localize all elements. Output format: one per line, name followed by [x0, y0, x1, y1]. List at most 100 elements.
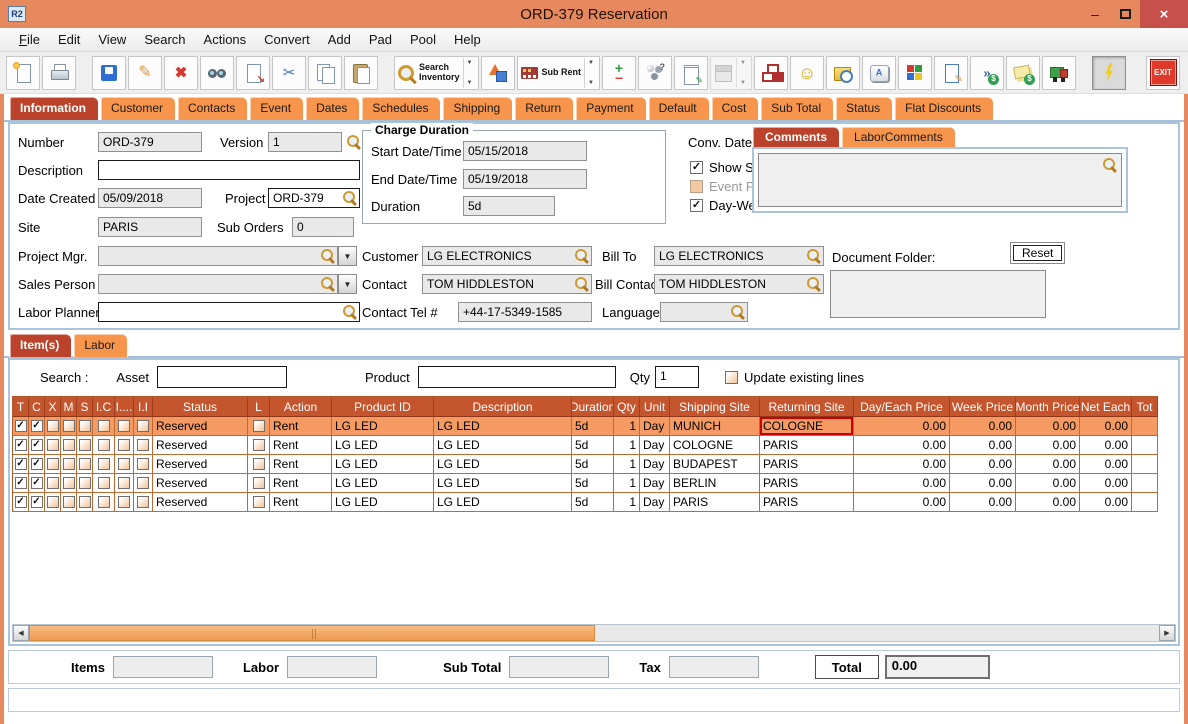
cell-action[interactable]: Rent: [270, 436, 332, 455]
cell-returning-site[interactable]: COLOGNE: [760, 417, 854, 436]
menu-pad[interactable]: Pad: [368, 32, 392, 47]
tab-comments[interactable]: Comments: [752, 126, 841, 147]
language-field[interactable]: [660, 302, 748, 322]
cell-tot[interactable]: [1132, 436, 1158, 455]
flag-checkbox[interactable]: [46, 420, 59, 432]
tab-cost[interactable]: Cost: [710, 96, 760, 120]
flag-checkbox[interactable]: [97, 477, 110, 489]
availability-button[interactable]: [480, 55, 515, 90]
column-header[interactable]: Week Price: [950, 397, 1016, 417]
cell-net-each[interactable]: 0.00: [1080, 436, 1132, 455]
flag-checkbox[interactable]: [97, 458, 110, 470]
flag-cell[interactable]: [134, 493, 153, 512]
cell-l[interactable]: [248, 455, 270, 474]
flag-checkbox[interactable]: [78, 496, 91, 508]
search-inventory-button[interactable]: Search Inventory ▼ ▼: [394, 55, 479, 90]
cell-status[interactable]: Reserved: [153, 474, 248, 493]
flag-checkbox[interactable]: [46, 439, 59, 451]
start-date-field[interactable]: 05/15/2018: [463, 141, 587, 161]
column-header[interactable]: Unit: [640, 397, 670, 417]
copy-button[interactable]: [308, 55, 342, 90]
project-lookup-icon[interactable]: [342, 190, 357, 205]
flag-checkbox[interactable]: [46, 458, 59, 470]
flag-cell[interactable]: ✓: [29, 474, 45, 493]
bill-contact-field[interactable]: TOM HIDDLESTON: [654, 274, 824, 294]
column-header[interactable]: C: [29, 397, 45, 417]
flag-cell[interactable]: [45, 436, 61, 455]
tab-shipping[interactable]: Shipping: [442, 96, 514, 120]
cell-week[interactable]: 0.00: [950, 493, 1016, 512]
labor-flag-checkbox[interactable]: [252, 477, 265, 489]
cell-status[interactable]: Reserved: [153, 493, 248, 512]
scroll-left-arrow[interactable]: ◀: [13, 625, 29, 641]
flag-cell[interactable]: [77, 436, 93, 455]
flag-checkbox[interactable]: [97, 420, 110, 432]
tab-schedules[interactable]: Schedules: [361, 96, 442, 120]
column-header[interactable]: Month Price: [1016, 397, 1080, 417]
labor-flag-checkbox[interactable]: [252, 496, 265, 508]
tab-customer[interactable]: Customer: [100, 96, 177, 120]
language-lookup-icon[interactable]: [730, 304, 745, 319]
cell-net-each[interactable]: 0.00: [1080, 493, 1132, 512]
flag-checkbox[interactable]: ✓: [30, 458, 43, 470]
cell-day-each[interactable]: 0.00: [854, 417, 950, 436]
flag-cell[interactable]: ✓: [29, 493, 45, 512]
flag-checkbox[interactable]: ✓: [14, 439, 27, 451]
cell-returning-site[interactable]: PARIS: [760, 474, 854, 493]
column-header[interactable]: Shipping Site: [670, 397, 760, 417]
flag-checkbox[interactable]: ✓: [30, 420, 43, 432]
column-header[interactable]: Description: [434, 397, 572, 417]
cell-status[interactable]: Reserved: [153, 436, 248, 455]
flag-cell[interactable]: [77, 455, 93, 474]
table-row[interactable]: ✓ ✓ Reserved Rent LG LED LG LED 5d 1 Day MUNICH CO…: [13, 417, 1158, 436]
column-header[interactable]: Product ID: [332, 397, 434, 417]
cell-duration[interactable]: 5d: [572, 493, 614, 512]
scrollbar-thumb[interactable]: [29, 625, 595, 641]
flag-cell[interactable]: ✓: [29, 417, 45, 436]
project-mgr-lookup-icon[interactable]: [320, 248, 335, 263]
tab-contacts[interactable]: Contacts: [177, 96, 249, 120]
cell-week[interactable]: 0.00: [950, 455, 1016, 474]
exit-button[interactable]: EXIT: [1146, 55, 1180, 90]
flag-cell[interactable]: ✓: [13, 455, 29, 474]
crew-button[interactable]: ?: [638, 55, 673, 90]
menu-pool[interactable]: Pool: [409, 32, 437, 47]
cell-shipping-site[interactable]: MUNICH: [670, 417, 760, 436]
sub-rent-dropdown[interactable]: ▼ ▼: [584, 57, 597, 88]
flag-cell[interactable]: ✓: [13, 493, 29, 512]
search-inventory-dropdown[interactable]: ▼ ▼: [462, 57, 476, 88]
flag-cell[interactable]: [115, 455, 134, 474]
notes-button[interactable]: ✎: [674, 55, 709, 90]
cell-action[interactable]: Rent: [270, 417, 332, 436]
flag-cell[interactable]: [134, 474, 153, 493]
flag-checkbox[interactable]: ✓: [14, 477, 27, 489]
cell-day-each[interactable]: 0.00: [854, 436, 950, 455]
flag-cell[interactable]: [115, 493, 134, 512]
save-button[interactable]: [92, 55, 126, 90]
flag-checkbox[interactable]: [78, 439, 91, 451]
flag-cell[interactable]: ✓: [13, 417, 29, 436]
flag-cell[interactable]: [77, 474, 93, 493]
flag-checkbox[interactable]: ✓: [30, 496, 43, 508]
flag-checkbox[interactable]: [118, 477, 130, 489]
cell-description[interactable]: LG LED: [434, 455, 572, 474]
flag-cell[interactable]: [93, 493, 115, 512]
contact-lookup-icon[interactable]: [574, 276, 589, 291]
column-header[interactable]: T: [13, 397, 29, 417]
flag-checkbox[interactable]: [137, 420, 149, 432]
flag-checkbox[interactable]: [62, 458, 75, 470]
cell-month[interactable]: 0.00: [1016, 417, 1080, 436]
contact-smiley-button[interactable]: ☺: [790, 55, 825, 90]
edit-button[interactable]: ✎: [128, 55, 162, 90]
customer-field[interactable]: LG ELECTRONICS: [422, 246, 592, 266]
version-field[interactable]: 1: [268, 132, 342, 152]
close-button[interactable]: ×: [1140, 0, 1188, 28]
contact-tel-field[interactable]: +44-17-5349-1585: [458, 302, 592, 322]
flag-cell[interactable]: [61, 455, 77, 474]
cell-product-id[interactable]: LG LED: [332, 417, 434, 436]
cell-unit[interactable]: Day: [640, 455, 670, 474]
menu-add[interactable]: Add: [327, 32, 351, 47]
schedule-button[interactable]: ▼ ▼: [710, 55, 753, 90]
cell-tot[interactable]: [1132, 417, 1158, 436]
labor-planner-lookup-icon[interactable]: [342, 304, 357, 319]
